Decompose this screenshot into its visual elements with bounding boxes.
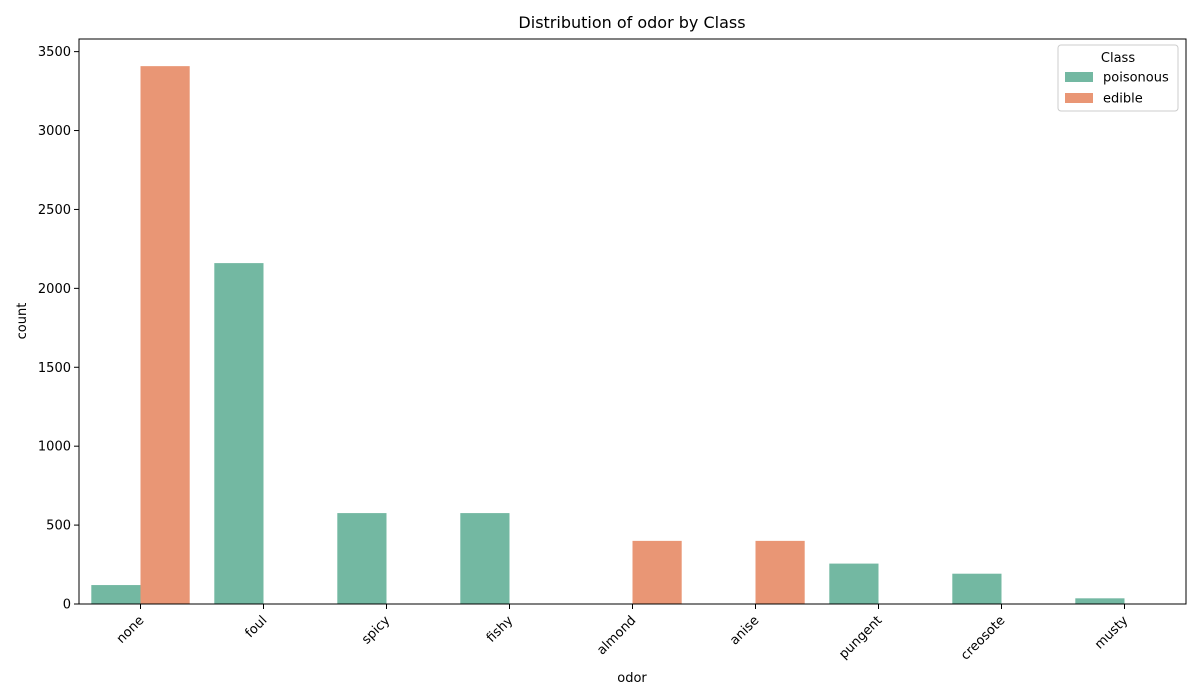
legend-swatch-poisonous [1065,72,1093,82]
y-tick-label: 3500 [38,45,71,60]
y-tick-label: 1000 [38,440,71,455]
x-tick-label-spicy: spicy [359,613,393,647]
x-tick-label-pungent: pungent [836,613,885,662]
y-tick-label: 3000 [38,124,71,139]
bar-poisonous-pungent [829,563,879,604]
legend-label-edible: edible [1103,92,1143,107]
legend: Class poisonous edible [1057,44,1179,112]
legend-items: poisonous edible [1065,71,1169,107]
bar-poisonous-musty [1075,598,1125,604]
x-tick-label-musty: musty [1092,613,1131,652]
bar-poisonous-none [91,585,141,604]
y-tick-label: 2500 [38,203,71,218]
y-tick-label: 0 [63,598,71,613]
bar-poisonous-creosote [952,573,1002,604]
legend-swatch-edible [1065,93,1093,103]
x-tick-label-almond: almond [594,613,639,658]
legend-label-poisonous: poisonous [1103,71,1169,86]
legend-title: Class [1101,51,1135,66]
bar-edible-anise [755,540,805,604]
y-axis-label: count [15,303,30,340]
x-tick-label-anise: anise [727,613,762,648]
y-tick-label: 500 [46,519,71,534]
x-axis: none foul spicy fishy almond anise pungent creo… [114,604,1132,663]
x-axis-label: odor [617,671,647,686]
bar-edible-almond [632,540,682,604]
bar-poisonous-foul [214,263,264,604]
x-tick-label-fishy: fishy [484,613,517,646]
y-axis: 0 500 1000 1500 2000 2500 3000 3500 [38,45,79,613]
y-tick-label: 2000 [38,282,71,297]
bar-edible-none [140,66,190,604]
x-tick-label-none: none [114,613,148,647]
chart-title: Distribution of odor by Class [518,13,745,32]
y-tick-label: 1500 [38,361,71,376]
bar-poisonous-spicy [337,513,387,604]
bar-poisonous-fishy [460,513,510,604]
x-tick-label-foul: foul [242,613,270,641]
bars-group [91,66,1125,604]
x-tick-label-creosote: creosote [958,613,1008,663]
